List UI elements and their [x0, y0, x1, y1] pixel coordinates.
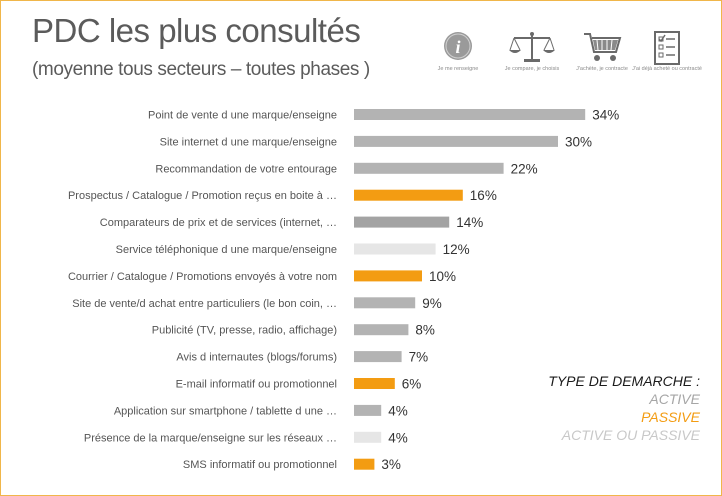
category-label: Point de vente d une marque/enseigne [148, 110, 337, 122]
chart-legend: TYPE DE DEMARCHE : ACTIVE PASSIVE ACTIVE… [540, 372, 700, 444]
value-label: 9% [422, 296, 442, 311]
value-label: 22% [511, 161, 538, 176]
category-label: Courrier / Catalogue / Promotions envoyé… [68, 271, 337, 283]
value-label: 30% [565, 134, 592, 149]
value-label: 3% [381, 457, 401, 472]
bar [354, 270, 422, 282]
info-icon: i [444, 32, 472, 60]
cart-icon [584, 33, 622, 61]
bar [354, 378, 395, 389]
value-label: 7% [409, 350, 429, 365]
category-label: SMS informatif ou promotionnel [183, 459, 337, 471]
icon-caption: J'ai déjà acheté ou contracté [632, 66, 702, 72]
icon-caption: Je me renseigne [437, 66, 479, 72]
bar [354, 162, 504, 174]
icon-caption: J'achète, je contracte [576, 66, 628, 72]
page-title: PDC les plus consultés [32, 12, 361, 49]
bar [354, 297, 416, 309]
value-label: 4% [388, 430, 408, 445]
category-label: Prospectus / Catalogue / Promotion reçus… [68, 190, 337, 202]
legend-active-or-passive: ACTIVE OU PASSIVE [561, 427, 700, 443]
phase-info: i Je me renseigne [426, 30, 490, 80]
category-label: Site de vente/d achat entre particuliers… [72, 298, 337, 310]
category-label: Application sur smartphone / tablette d … [114, 405, 337, 417]
bar [354, 404, 382, 416]
bar [354, 216, 450, 228]
value-label: 4% [388, 403, 408, 418]
legend-title: TYPE DE DEMARCHE : [548, 373, 700, 389]
phase-buy: J'achète, je contracte [570, 30, 634, 80]
category-label: Avis d internautes (blogs/forums) [176, 352, 337, 364]
svg-text:i: i [455, 37, 460, 57]
page-subtitle: (moyenne tous secteurs – toutes phases ) [32, 59, 370, 80]
phase-done: J'ai déjà acheté ou contracté [632, 30, 702, 80]
legend-active: ACTIVE [649, 391, 700, 407]
value-label: 16% [470, 188, 497, 203]
value-label: 12% [443, 242, 470, 257]
category-label: Site internet d une marque/enseigne [160, 136, 337, 148]
value-label: 34% [592, 108, 619, 123]
legend-passive: PASSIVE [641, 409, 700, 425]
bar [354, 243, 436, 255]
category-label: Service téléphonique d une marque/enseig… [116, 244, 337, 256]
category-label: Recommandation de votre entourage [155, 163, 337, 175]
category-label: Publicité (TV, presse, radio, affichage) [152, 325, 337, 337]
phase-icons: i Je me renseigne Je compare, je choisis [430, 30, 702, 80]
bar [354, 324, 409, 336]
category-label: E-mail informatif ou promotionnel [176, 379, 337, 391]
category-label: Présence de la marque/enseigne sur les r… [84, 432, 337, 444]
bar [354, 458, 375, 470]
bar [354, 135, 558, 147]
value-label: 6% [402, 377, 422, 392]
bar [354, 109, 586, 120]
bar [354, 351, 402, 363]
bar [354, 189, 463, 201]
value-label: 10% [429, 269, 456, 284]
category-label: Comparateurs de prix et de services (int… [100, 217, 337, 229]
value-label: 14% [456, 215, 483, 230]
value-label: 8% [415, 323, 435, 338]
checklist-icon [654, 31, 680, 65]
icon-caption: Je compare, je choisis [504, 66, 560, 72]
phase-compare: Je compare, je choisis [500, 30, 564, 80]
bar [354, 431, 382, 443]
scale-icon [509, 32, 555, 62]
